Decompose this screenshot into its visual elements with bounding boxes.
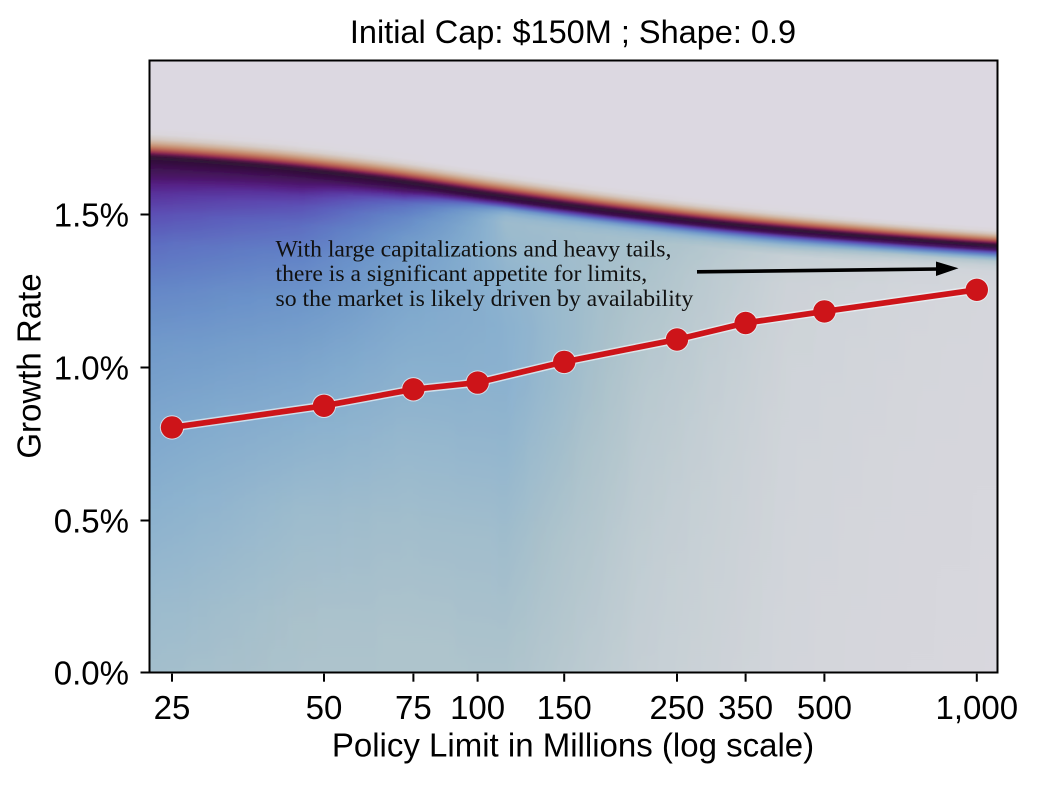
svg-text:0.0%: 0.0%: [54, 654, 129, 691]
svg-text:500: 500: [797, 689, 852, 726]
svg-text:With large capitalizations and: With large capitalizations and heavy tai…: [276, 236, 672, 262]
svg-text:150: 150: [537, 689, 592, 726]
svg-text:75: 75: [395, 689, 432, 726]
svg-text:so the market is likely driven: so the market is likely driven by availa…: [276, 286, 694, 312]
svg-text:100: 100: [450, 689, 505, 726]
svg-text:Policy Limit in Millions (log: Policy Limit in Millions (log scale): [332, 727, 814, 764]
svg-text:0.5%: 0.5%: [54, 502, 129, 539]
svg-text:350: 350: [718, 689, 773, 726]
svg-text:250: 250: [649, 689, 704, 726]
svg-text:1,000: 1,000: [936, 689, 1019, 726]
svg-text:there is a significant appetit: there is a significant appetite for limi…: [276, 261, 648, 287]
svg-text:1.0%: 1.0%: [54, 349, 129, 386]
svg-text:50: 50: [306, 689, 343, 726]
svg-text:Growth Rate: Growth Rate: [11, 273, 48, 458]
svg-text:25: 25: [154, 689, 191, 726]
svg-text:Initial Cap: $150M ; Shape: 0.: Initial Cap: $150M ; Shape: 0.9: [350, 14, 796, 50]
svg-text:1.5%: 1.5%: [54, 196, 129, 233]
